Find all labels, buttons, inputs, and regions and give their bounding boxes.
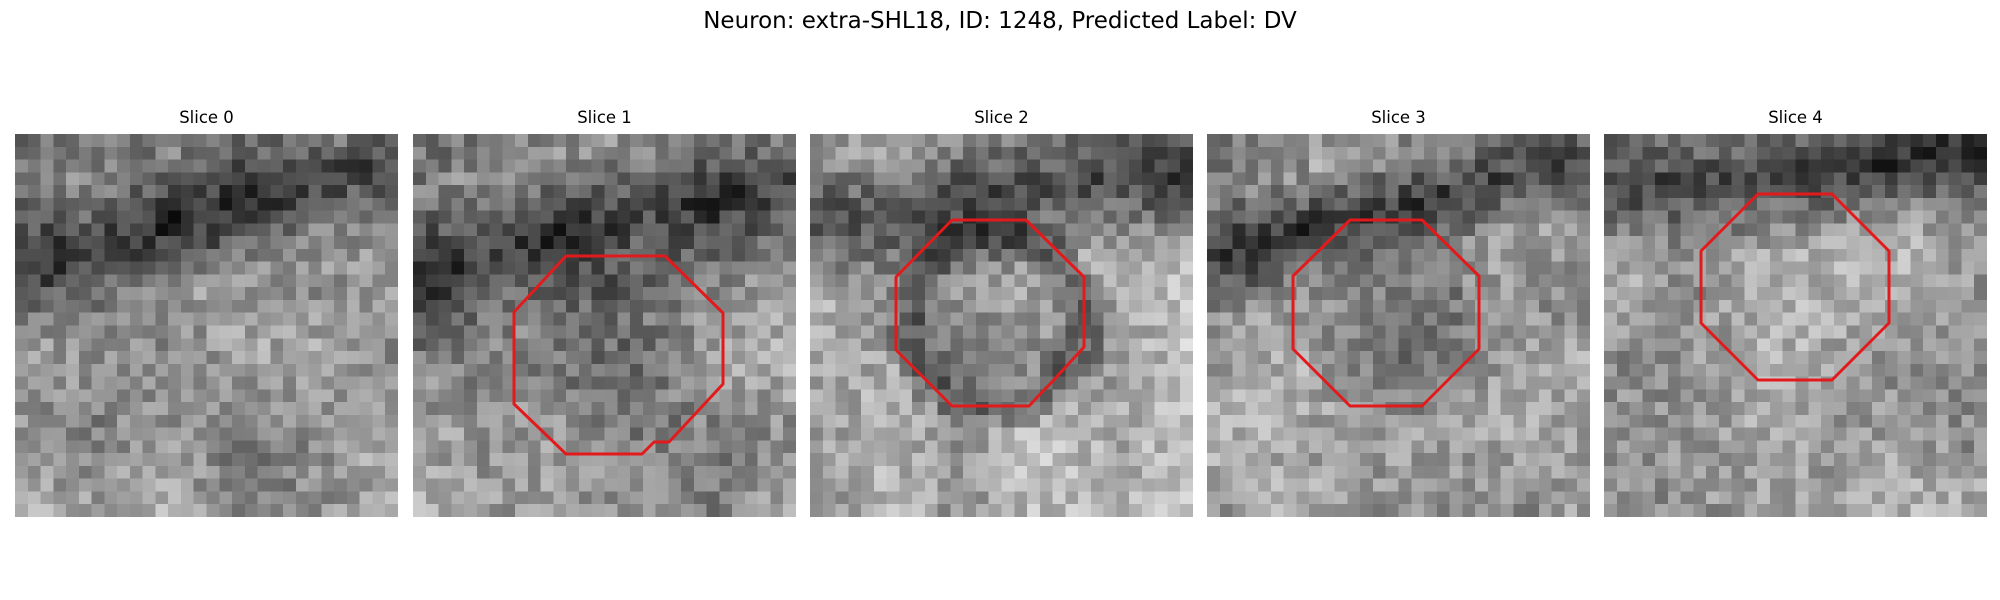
slice-image (1207, 134, 1590, 517)
figure-title: Neuron: extra-SHL18, ID: 1248, Predicted… (703, 8, 1297, 34)
roi-contour-overlay (894, 218, 1086, 408)
roi-contour (1699, 192, 1891, 382)
roi-contour-overlay (1291, 218, 1481, 408)
slice-image (810, 134, 1193, 517)
slice-title: Slice 0 (179, 108, 234, 127)
slice-image (1604, 134, 1987, 517)
slice-panel-1: Slice 1 (413, 108, 796, 517)
roi-contour (1291, 218, 1481, 408)
roi-contour-overlay (1699, 192, 1891, 382)
slice-panel-2: Slice 2 (810, 108, 1193, 517)
slice-title: Slice 2 (974, 108, 1029, 127)
slice-panel-3: Slice 3 (1207, 108, 1590, 517)
slice-panel-0: Slice 0 (15, 108, 398, 517)
slice-image (15, 134, 398, 517)
slice-panel-4: Slice 4 (1604, 108, 1987, 517)
roi-contour-overlay (512, 254, 725, 456)
roi-contour (894, 218, 1086, 408)
slice-title: Slice 3 (1371, 108, 1426, 127)
slice-title: Slice 1 (577, 108, 632, 127)
roi-contour (512, 254, 725, 456)
slice-title: Slice 4 (1768, 108, 1823, 127)
